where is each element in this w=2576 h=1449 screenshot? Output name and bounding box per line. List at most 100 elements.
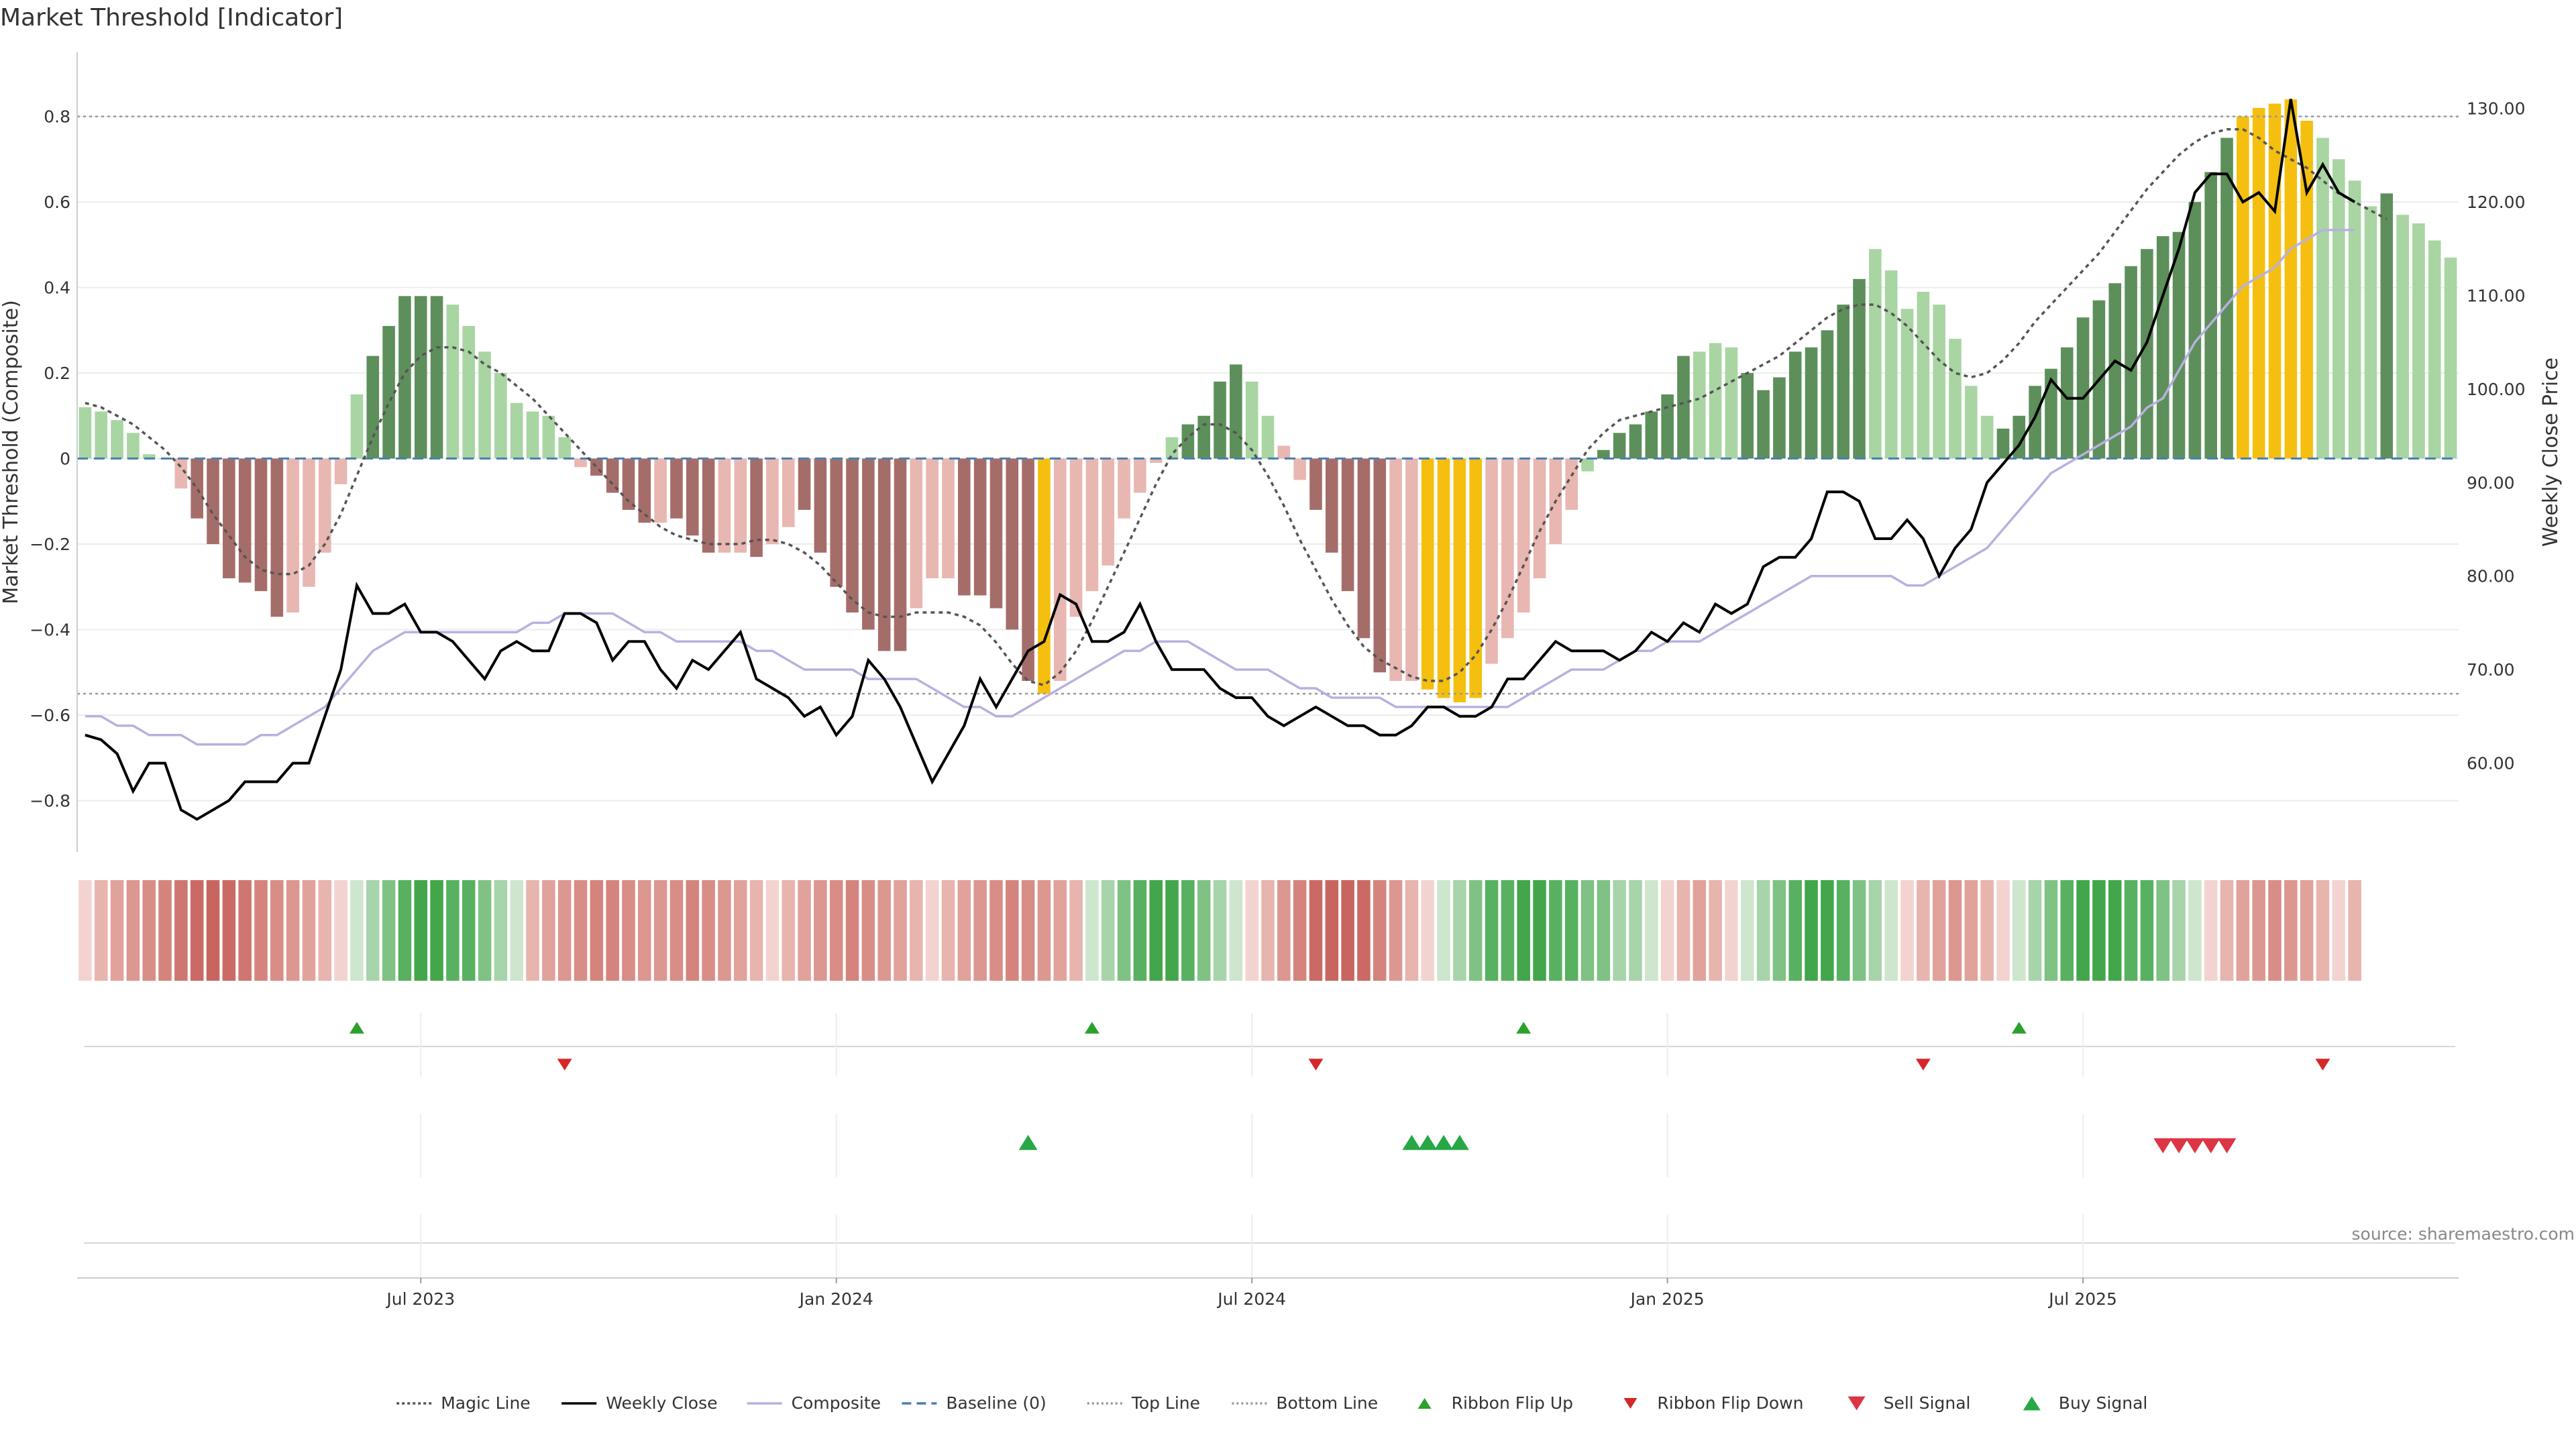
ribbon-cell [1884, 880, 1898, 981]
y-tick-label: 0.4 [44, 278, 70, 298]
ribbon-cell [2236, 880, 2250, 981]
composite-bar [334, 458, 347, 484]
ribbon-cell [1676, 880, 1690, 981]
composite-bar [2332, 159, 2345, 459]
ribbon-cell [1693, 880, 1707, 981]
composite-bar [95, 411, 108, 459]
composite-bar [942, 458, 955, 579]
composite-bar [702, 458, 715, 553]
composite-bar [1725, 347, 1738, 459]
ribbon-strip [78, 880, 2361, 981]
ribbon-cell [669, 880, 684, 981]
composite-bar [1533, 458, 1546, 579]
legend-label: Weekly Close [606, 1393, 717, 1413]
ribbon-cell [973, 880, 987, 981]
y-tick-label: −0.4 [30, 621, 70, 640]
ribbon-cell [430, 880, 443, 981]
legend-label: Composite [792, 1393, 881, 1413]
ribbon-cell [1660, 880, 1674, 981]
composite-bar [846, 458, 859, 613]
ribbon-cell [78, 880, 92, 981]
composite-bar [1437, 458, 1450, 698]
ribbon-cell [1900, 880, 1914, 981]
composite-bar [718, 458, 731, 553]
composite-bar [1389, 458, 1402, 682]
composite-bar [2428, 240, 2441, 459]
composite-bar [989, 458, 1003, 608]
ribbon-cell [1309, 880, 1323, 981]
composite-bar [1214, 381, 1226, 459]
composite-bar [1181, 424, 1195, 459]
ribbon-cell [318, 880, 332, 981]
composite-bar [926, 458, 938, 579]
ribbon-cell [1149, 880, 1163, 981]
composite-bar [798, 458, 811, 511]
composite-bar [526, 411, 539, 459]
composite-bar [254, 458, 268, 592]
composite-bar [1996, 428, 2010, 459]
composite-bar [2076, 317, 2090, 459]
ribbon-cell [1597, 880, 1611, 981]
ribbon-cell [1293, 880, 1307, 981]
composite-bar [1788, 352, 1802, 459]
composite-bar [1373, 458, 1387, 673]
ribbon-cell [1453, 880, 1466, 981]
composite-bar [1293, 458, 1306, 480]
ribbon-cell [1006, 880, 1019, 981]
composite-bar [191, 458, 203, 519]
composite-bar [111, 420, 123, 459]
composite-bar [2348, 180, 2361, 459]
composite-bar [462, 325, 476, 459]
y-right-axis-label: Weekly Close Price [2539, 358, 2563, 547]
ribbon-cell [142, 880, 156, 981]
ribbon-cell [270, 880, 284, 981]
ribbon-flip-up-marker [2011, 1022, 2027, 1034]
ribbon-cell [2316, 880, 2330, 981]
ribbon-cell [350, 880, 364, 981]
ribbon-cell [526, 880, 539, 981]
ribbon-cell [1373, 880, 1387, 981]
y-tick-label: 0.6 [44, 193, 70, 212]
ribbon-cell [382, 880, 396, 981]
ribbon-cell [1805, 880, 1818, 981]
ribbon-cell [829, 880, 843, 981]
composite-bar [1757, 390, 1770, 459]
ribbon-cell [1133, 880, 1147, 981]
y-tick-label: −0.8 [30, 792, 70, 811]
composite-bar [814, 458, 827, 553]
composite-bar [398, 296, 411, 459]
composite-bar [1357, 458, 1371, 639]
y-right-tick-label: 80.00 [2467, 567, 2515, 586]
composite-bar [350, 394, 364, 459]
ribbon-cell [1549, 880, 1562, 981]
composite-bar [2108, 283, 2122, 459]
buy-signal-marker [1434, 1134, 1454, 1150]
composite-bar [366, 356, 380, 459]
composite-bars [78, 99, 2457, 702]
ribbon-cell [1788, 880, 1803, 981]
ribbon-cell [1917, 880, 1930, 981]
legend-label: Ribbon Flip Down [1657, 1393, 1803, 1413]
composite-bar [2444, 257, 2457, 459]
composite-bar [670, 458, 683, 519]
ribbon-cell [894, 880, 907, 981]
ribbon-cell [2012, 880, 2026, 981]
composite-bar [910, 458, 923, 608]
y-right-tick-label: 110.00 [2467, 286, 2525, 305]
ribbon-cell [286, 880, 300, 981]
composite-bar [1085, 458, 1099, 592]
ribbon-cell [2044, 880, 2058, 981]
ribbon-cell [1053, 880, 1067, 981]
ribbon-cell [2300, 880, 2314, 981]
composite-bar [1405, 458, 1418, 682]
signal-markers [84, 1013, 2455, 1278]
legend-label: Ribbon Flip Up [1452, 1393, 1573, 1413]
buy-signal-marker [1450, 1134, 1469, 1150]
composite-bar [1597, 449, 1610, 459]
composite-bar [1693, 352, 1706, 459]
ribbon-cell [765, 880, 780, 981]
sell-signal-marker [2169, 1138, 2189, 1154]
composite-bar [1326, 458, 1338, 553]
ribbon-cell [1996, 880, 2010, 981]
ribbon-cell [254, 880, 268, 981]
